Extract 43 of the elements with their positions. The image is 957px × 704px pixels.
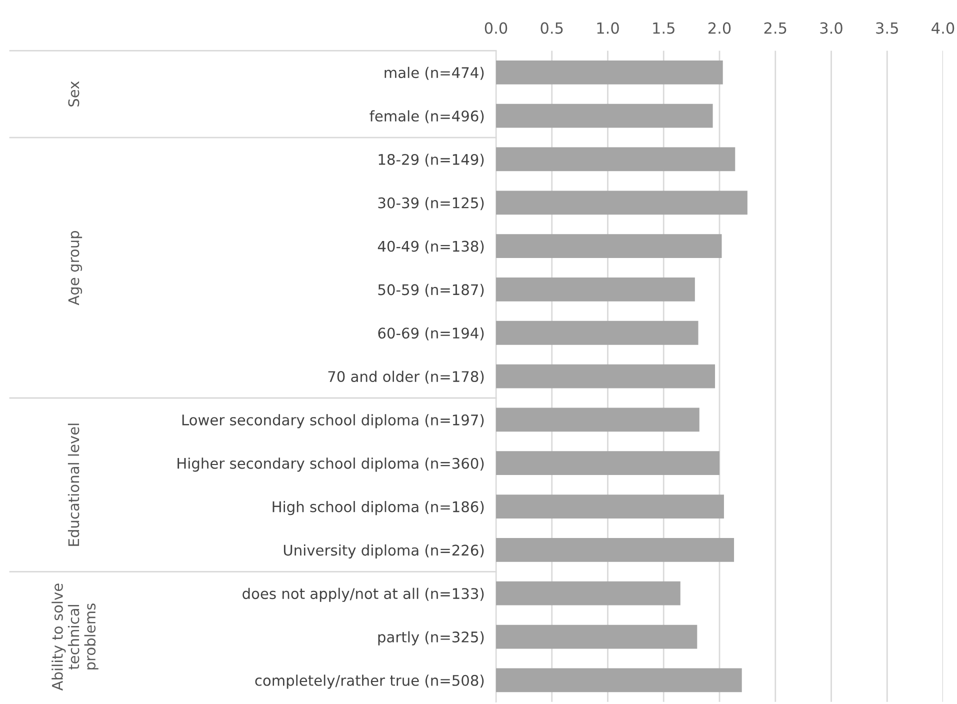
y-tick-label: partly (n=325) (378, 631, 484, 646)
bar (496, 538, 734, 562)
y-tick-label: 50-59 (n=187) (378, 284, 484, 297)
bar (496, 278, 695, 302)
y-tick-label: female (n=496) (370, 110, 484, 124)
bar (496, 451, 720, 476)
y-tick-label: 30-39 (n=125) (378, 197, 484, 210)
bar (496, 60, 723, 84)
bar (496, 364, 716, 388)
y-tick-label: 60-69 (n=194) (378, 327, 484, 340)
y-tick-label: completely/rather true (n=508) (255, 674, 484, 689)
y-tick-label: 40-49 (n=138) (378, 240, 484, 254)
x-tick-label: 2.5 (764, 22, 786, 34)
x-tick-label: 4.0 (932, 22, 954, 34)
y-tick-label: Lower secondary school diploma (n=197) (182, 414, 484, 428)
bar (496, 234, 722, 258)
y-tick-label: 18-29 (n=149) (378, 154, 484, 167)
y-tick-label: University diploma (n=226) (284, 544, 484, 559)
y-tick-label: does not apply/not at all (n=133) (242, 588, 484, 602)
x-tick-label: 0.0 (484, 22, 508, 34)
bar (496, 147, 736, 172)
y-tick-label: Higher secondary school diploma (n=360) (178, 458, 484, 472)
bar (496, 581, 680, 606)
bar (496, 668, 742, 692)
text: Age group (68, 230, 82, 306)
bar (496, 494, 724, 518)
bar (496, 190, 748, 215)
bar (496, 408, 700, 432)
y-tick-label: 70 and older (n=178) (328, 370, 484, 384)
x-tick-label: 3.5 (876, 22, 898, 34)
text: Educational level (68, 424, 80, 546)
text: Sex (68, 81, 80, 106)
y-tick-label: High school diploma (n=186) (272, 500, 484, 516)
x-tick-label: 0.5 (540, 22, 563, 34)
bar (496, 104, 713, 128)
bar (496, 624, 698, 649)
text: Ability to solve technical problems (52, 584, 98, 691)
x-tick-label: 1.5 (653, 22, 674, 34)
x-tick-label: 1.0 (597, 22, 619, 34)
x-tick-label: 3.0 (820, 22, 842, 34)
x-tick-label: 2.0 (708, 22, 731, 34)
y-tick-label: male (n=474) (384, 66, 484, 80)
bar (496, 320, 698, 345)
